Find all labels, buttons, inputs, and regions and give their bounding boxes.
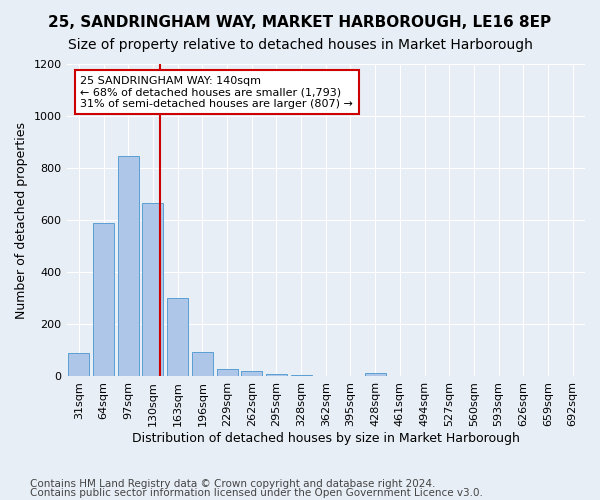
X-axis label: Distribution of detached houses by size in Market Harborough: Distribution of detached houses by size …: [132, 432, 520, 445]
Y-axis label: Number of detached properties: Number of detached properties: [15, 122, 28, 318]
Text: 25, SANDRINGHAM WAY, MARKET HARBOROUGH, LE16 8EP: 25, SANDRINGHAM WAY, MARKET HARBOROUGH, …: [49, 15, 551, 30]
Text: Contains public sector information licensed under the Open Government Licence v3: Contains public sector information licen…: [30, 488, 483, 498]
Bar: [118, 156, 139, 376]
Bar: [217, 368, 238, 376]
Bar: [167, 298, 188, 376]
Bar: [365, 372, 386, 376]
Bar: [290, 375, 311, 376]
Bar: [68, 353, 89, 376]
Bar: [142, 204, 163, 376]
Bar: [241, 372, 262, 376]
Text: Contains HM Land Registry data © Crown copyright and database right 2024.: Contains HM Land Registry data © Crown c…: [30, 479, 436, 489]
Bar: [266, 374, 287, 376]
Text: Size of property relative to detached houses in Market Harborough: Size of property relative to detached ho…: [68, 38, 532, 52]
Text: 25 SANDRINGHAM WAY: 140sqm
← 68% of detached houses are smaller (1,793)
31% of s: 25 SANDRINGHAM WAY: 140sqm ← 68% of deta…: [80, 76, 353, 109]
Bar: [192, 352, 213, 376]
Bar: [93, 223, 114, 376]
